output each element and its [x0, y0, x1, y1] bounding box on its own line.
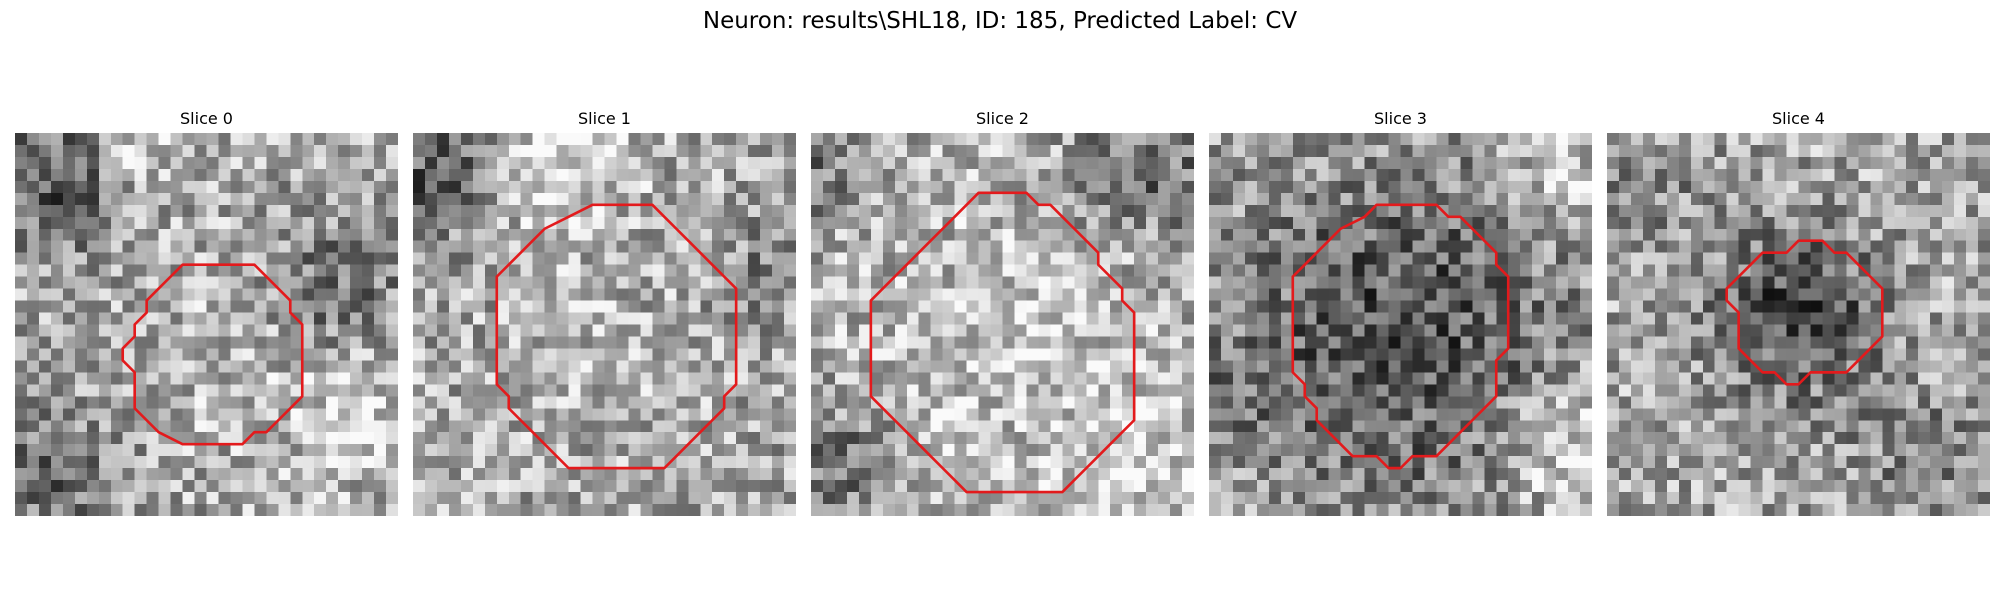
slice-panel-1: Slice 1: [413, 108, 796, 516]
pixel-grid: [413, 133, 796, 516]
grayscale-slice-image: [811, 133, 1194, 516]
slice-panel-4: Slice 4: [1607, 108, 1990, 516]
roi-contour: [1725, 239, 1884, 386]
slice-panel-0: Slice 0: [15, 108, 398, 516]
grayscale-slice-image: [413, 133, 796, 516]
slice-panel-2: Slice 2: [811, 108, 1194, 516]
slice-title: Slice 4: [1772, 109, 1825, 128]
pixel-grid: [811, 133, 1194, 516]
roi-contour: [1291, 203, 1510, 470]
slice-title: Slice 2: [976, 109, 1029, 128]
grayscale-slice-image: [15, 133, 398, 516]
slice-title: Slice 0: [180, 109, 233, 128]
slice-title: Slice 3: [1374, 109, 1427, 128]
roi-contour: [121, 263, 304, 446]
figure-title: Neuron: results\SHL18, ID: 185, Predicte…: [702, 8, 1298, 34]
grayscale-slice-image: [1607, 133, 1990, 516]
slice-panel-3: Slice 3: [1209, 108, 1592, 516]
roi-contour: [869, 191, 1136, 494]
grayscale-slice-image: [1209, 133, 1592, 516]
roi-contour: [495, 203, 738, 470]
pixel-grid: [1209, 133, 1592, 516]
pixel-grid: [1607, 133, 1990, 516]
pixel-grid: [15, 133, 398, 516]
slice-title: Slice 1: [578, 109, 631, 128]
